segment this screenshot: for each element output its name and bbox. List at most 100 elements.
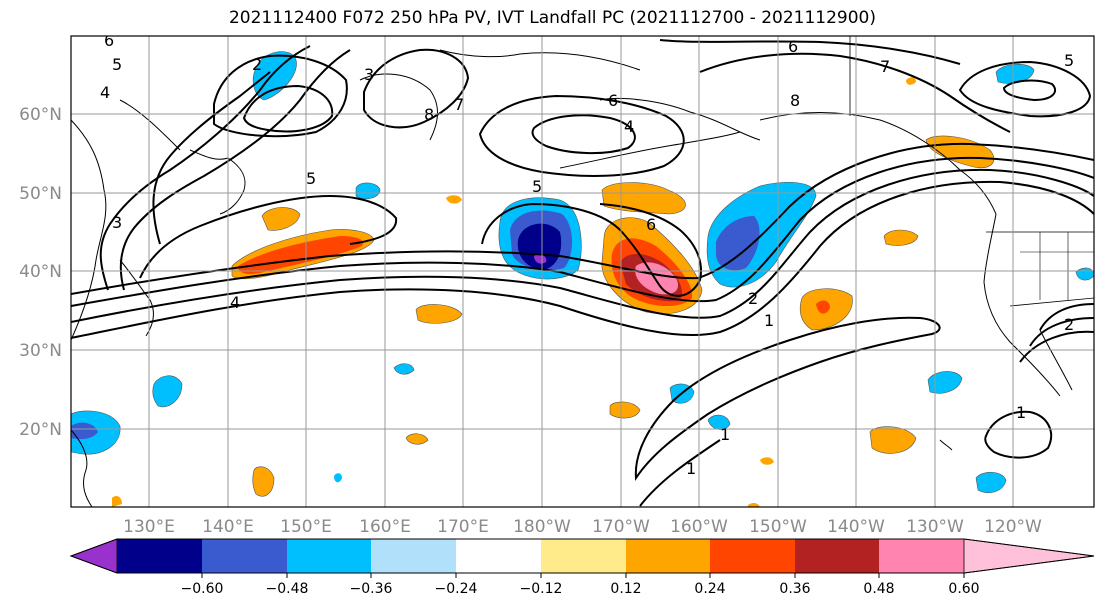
anomaly-blob-dateline-core <box>517 223 562 270</box>
contour-label: 5 <box>532 177 542 196</box>
contour-cut-off <box>481 202 702 297</box>
contour-jet-upper <box>139 194 398 279</box>
contour-subtrop-loop-2 <box>639 439 721 507</box>
anomaly-blob-subtropic-4 <box>415 304 463 324</box>
anomaly-blob-central-ridge-pink <box>635 262 679 295</box>
contour-label-group: 6 5 4 2 3 8 7 6 4 5 6 2 1 1 1 6 7 8 5 1 … <box>100 31 1074 478</box>
lon-label: 130°W <box>906 517 964 537</box>
contour-jet-4 <box>71 142 1094 295</box>
anomaly-blob-small-south <box>334 473 342 483</box>
colorbar-tick-label: 0.60 <box>948 581 979 597</box>
contour-label: 3 <box>112 213 122 232</box>
contour-label: 6 <box>104 31 114 50</box>
contour-label: 2 <box>748 289 758 308</box>
colorbar-tick-label: 0.24 <box>694 581 725 597</box>
contour-closed-low-west-inner <box>242 84 334 133</box>
lat-label: 60°N <box>19 105 62 125</box>
lat-label: 30°N <box>19 341 62 361</box>
coastlines <box>71 36 1094 507</box>
anomaly-blob-hawaii-east <box>975 471 1007 493</box>
anomaly-blob-dateline-purple <box>534 254 547 264</box>
contour-label: 2 <box>1064 315 1074 334</box>
contour-baja-low-3 <box>1019 330 1094 363</box>
lon-label: 140°W <box>827 517 885 537</box>
anomaly-blob-subtropic-3 <box>707 414 731 430</box>
colorbar-segment <box>710 539 795 573</box>
colorbar-segment <box>117 539 202 573</box>
colorbar-segment <box>626 539 710 573</box>
lon-label: 150°W <box>749 517 807 537</box>
contour-label: 5 <box>112 55 122 74</box>
colorbar-segment <box>371 539 456 573</box>
colorbar-segment <box>879 539 964 573</box>
contour-label: 4 <box>100 83 110 102</box>
contour-label: 6 <box>608 91 618 110</box>
anomaly-blob-tiny-6 <box>748 502 760 507</box>
contour-upstream-trough-2 <box>119 49 351 291</box>
colorbar-tick-label: 0.48 <box>863 581 894 597</box>
coastline-baja <box>1039 329 1073 391</box>
contour-label: 6 <box>646 215 656 234</box>
contour-subtrop-loop <box>634 316 941 481</box>
contour-jet-3 <box>71 156 1094 307</box>
colorbar-tick-label: 0.12 <box>610 581 641 597</box>
map-frame <box>70 35 1095 508</box>
anomaly-blob-central-small <box>152 375 183 408</box>
colorbar-tick-label: −0.12 <box>520 581 563 597</box>
contour-alaska-ridge <box>699 52 1011 133</box>
contour-label: 4 <box>230 293 240 312</box>
contour-label: 8 <box>790 91 800 110</box>
anomaly-jet-entrance-core <box>238 236 364 274</box>
map-title: 2021112400 F072 250 hPa PV, IVT Landfall… <box>228 8 876 28</box>
colorbar-tick-label: −0.48 <box>266 581 309 597</box>
colorbar-extend-high <box>963 538 1095 574</box>
lat-label: 20°N <box>19 420 62 440</box>
lon-label: 130°E <box>123 517 175 537</box>
coastline-siberia-north <box>439 49 641 71</box>
contour-label: 8 <box>424 105 434 124</box>
lon-label: 160°E <box>359 517 411 537</box>
coastline-chukotka <box>359 73 438 141</box>
anomaly-blob-west-pacific-low-core <box>71 422 98 440</box>
anomaly-blob-tiny-3 <box>760 457 774 465</box>
contour-label: 1 <box>764 311 774 330</box>
contour-northeast-inner <box>1002 79 1057 102</box>
contour-jet-2 <box>71 168 1094 323</box>
coastline-north-america-west <box>983 213 1061 397</box>
contour-western-ridge <box>152 71 271 245</box>
lat-label: 40°N <box>19 262 62 282</box>
anomaly-blob-south-west <box>252 466 275 497</box>
coastline-kamchatka <box>189 149 246 215</box>
contour-label: 1 <box>720 425 730 444</box>
anomaly-blob-tiny-1 <box>446 195 462 204</box>
contour-label: 6 <box>788 37 798 56</box>
coastline-philippines <box>71 429 93 507</box>
anomaly-blob-east-pacific-core <box>816 300 830 314</box>
colorbar-segment <box>287 539 371 573</box>
coastline-sea-of-okhotsk <box>119 99 181 151</box>
coastline-asia-mainland <box>71 119 107 341</box>
contour-baja-low-2 <box>1029 317 1094 347</box>
lon-label: 120°W <box>984 517 1042 537</box>
contour-upstream-trough <box>99 45 311 291</box>
colorbar-outline <box>69 538 1095 574</box>
anomaly-blob-east-kamchatka <box>252 51 297 101</box>
colorbar-tick-label: −0.60 <box>181 581 224 597</box>
lon-label: 180°W <box>513 517 571 537</box>
colorbar-tick-label: −0.24 <box>435 581 478 597</box>
colorbar-segment <box>541 539 626 573</box>
coastline-alaska-south <box>759 112 997 215</box>
latitude-labels: 60°N 50°N 40°N 30°N 20°N <box>19 105 62 440</box>
anomaly-jet-entrance-upper <box>261 207 301 231</box>
colorbar-ticks <box>201 573 965 578</box>
colorbar-segment <box>456 539 541 573</box>
colorbar-tick-label: 0.36 <box>779 581 810 597</box>
contour-jet-1 <box>71 180 1094 339</box>
colorbar-segment <box>202 539 287 573</box>
contour-northeast-low <box>958 60 1092 118</box>
map-content: 6 5 4 2 3 8 7 6 4 5 6 2 1 1 1 6 7 8 5 1 … <box>71 31 1094 507</box>
contour-label: 1 <box>686 459 696 478</box>
contour-closed-low-west <box>213 54 348 138</box>
lon-label: 170°E <box>437 517 489 537</box>
anomaly-blob-east-subtropic <box>927 371 963 394</box>
